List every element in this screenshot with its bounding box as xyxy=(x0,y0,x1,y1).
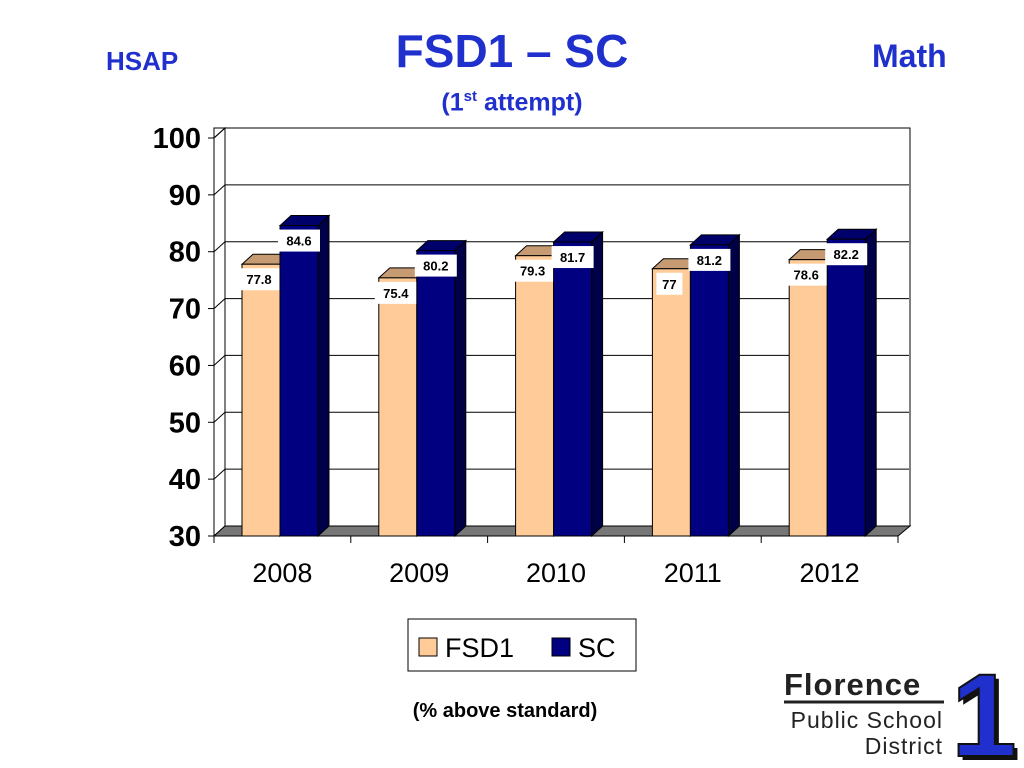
data-label: 79.3 xyxy=(520,264,545,279)
gridline-side xyxy=(213,184,226,196)
bar-front-face xyxy=(416,250,456,537)
bar-sc-2009: 80.2 xyxy=(414,239,468,538)
test-label: HSAP xyxy=(106,46,179,76)
bar-sc-2011: 81.2 xyxy=(688,233,741,538)
data-label-box xyxy=(278,229,320,252)
bar-sc-2012: 82.2 xyxy=(825,228,878,538)
legend: FSD1 SC xyxy=(407,618,637,672)
data-label: 82.2 xyxy=(834,247,859,262)
legend-swatch-sc xyxy=(551,637,571,657)
gridline-side xyxy=(213,411,226,423)
logo-line-1: Florence xyxy=(784,667,921,702)
data-label-box xyxy=(656,272,683,295)
data-label-box xyxy=(414,254,457,277)
data-label-box xyxy=(825,243,868,266)
legend-label-sc: SC xyxy=(578,633,616,663)
bar-front-face xyxy=(378,277,418,537)
x-tick-label: 2012 xyxy=(800,558,860,588)
gridline-side xyxy=(213,355,226,366)
logo-numeral-shadow: 1 xyxy=(955,664,1018,764)
x-axis-ticks: 2008 2009 2010 2011 2012 xyxy=(213,536,899,588)
gridline-side xyxy=(213,127,226,139)
bar-side-face xyxy=(864,228,877,538)
y-axis-ticks: 30 40 50 60 70 80 90 100 xyxy=(153,123,214,553)
x-tick-label: 2009 xyxy=(389,558,449,588)
data-label: 78.6 xyxy=(794,268,819,283)
bars: 77.8 84.6 75.4 80.2 79.3 81.7 77 81.2 78.6 82.2 xyxy=(238,214,878,538)
y-tick-label: 40 xyxy=(169,464,201,496)
data-label-box xyxy=(688,248,731,271)
bar-side-face xyxy=(317,214,330,538)
data-label: 81.2 xyxy=(697,253,722,268)
data-label-box xyxy=(511,259,554,282)
data-label: 81.7 xyxy=(560,250,585,265)
legend-label-fsd1: FSD1 xyxy=(445,633,514,663)
y-tick-label: 70 xyxy=(169,294,201,326)
gridline-side xyxy=(213,241,226,253)
district-logo: Florence Public School District 1 1 xyxy=(784,664,1018,764)
data-label: 75.4 xyxy=(383,286,409,301)
logo-line-2: Public School xyxy=(791,707,943,733)
bar-front-face xyxy=(826,238,866,537)
bar-side-face xyxy=(727,233,740,538)
y-tick-label: 60 xyxy=(169,350,201,382)
page-title: FSD1 – SC xyxy=(395,25,629,77)
data-label-box xyxy=(551,246,594,269)
gridline-side xyxy=(213,298,226,309)
logo-numeral: 1 xyxy=(951,664,1017,764)
logo-line-3: District xyxy=(865,733,943,759)
y-tick-label: 50 xyxy=(169,407,201,439)
subtitle: (1st attempt) xyxy=(0,88,1024,117)
bar-sc-2010: 81.7 xyxy=(551,230,604,538)
bar-sc-2008: 84.6 xyxy=(278,214,331,538)
x-tick-label: 2008 xyxy=(252,558,312,588)
subtitle-sup: st xyxy=(463,88,477,105)
bar-front-face xyxy=(241,263,281,537)
bar-front-face xyxy=(651,268,691,537)
subtitle-pre: (1 xyxy=(441,88,464,117)
data-label: 77.8 xyxy=(246,272,271,287)
data-label-box xyxy=(785,263,828,286)
bar-front-face xyxy=(515,255,555,537)
data-label: 80.2 xyxy=(423,259,448,274)
y-tick-label: 90 xyxy=(169,180,201,212)
data-label: 84.6 xyxy=(286,234,311,249)
bar-front-face xyxy=(689,244,729,537)
bar-front-face xyxy=(553,241,593,537)
data-label-box xyxy=(238,268,280,291)
bar-side-face xyxy=(454,239,467,538)
data-label: 77 xyxy=(662,277,676,292)
legend-swatch-fsd1 xyxy=(418,637,438,657)
bar-front-face xyxy=(279,225,319,537)
x-tick-label: 2011 xyxy=(664,558,722,588)
gridline-side xyxy=(213,468,226,480)
y-tick-label: 30 xyxy=(169,521,201,553)
y-tick-label: 100 xyxy=(153,123,201,155)
legend-box xyxy=(407,618,637,672)
subject-label: Math xyxy=(872,38,947,74)
y-tick-label: 80 xyxy=(169,237,201,269)
x-tick-label: 2010 xyxy=(526,558,586,588)
bar-front-face xyxy=(788,259,828,537)
footnote: (% above standard) xyxy=(412,700,598,722)
subtitle-post: attempt) xyxy=(477,88,583,117)
bar-side-face xyxy=(591,230,604,538)
data-label-box xyxy=(374,281,417,304)
